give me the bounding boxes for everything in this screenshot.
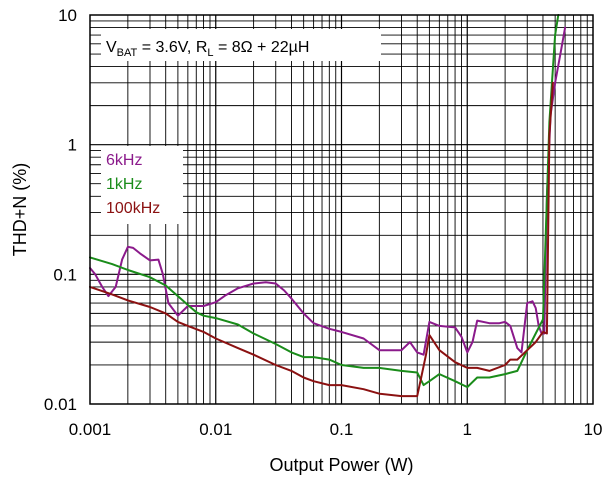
plot-frame — [89, 14, 594, 405]
y-tick-label: 1 — [68, 136, 77, 155]
y-tick-label: 0.1 — [53, 265, 77, 284]
series-lines — [89, 14, 567, 398]
conditions-text: VBAT = 3.6V, RL = 8Ω + 22µH — [106, 39, 309, 59]
annotation-v: V — [106, 39, 117, 56]
x-axis-label: Output Power (W) — [269, 455, 413, 475]
x-tick-label: 0.01 — [199, 420, 232, 439]
x-tick-label: 10 — [584, 420, 603, 439]
x-tick-label: 0.001 — [69, 420, 112, 439]
x-tick-label: 0.1 — [330, 420, 354, 439]
y-axis-label: THD+N (%) — [10, 163, 30, 257]
legend-entry-6khz: 6kHz — [106, 152, 142, 169]
y-tick-label: 10 — [58, 6, 77, 25]
annotation-sub-bat: BAT — [117, 47, 138, 59]
annotation-mid: = 3.6V, R — [137, 39, 207, 56]
legend: 6kHz 1kHz 100kHz — [101, 146, 183, 224]
conditions-annotation: VBAT = 3.6V, RL = 8Ω + 22µH — [101, 29, 381, 61]
x-tick-label: 1 — [463, 420, 472, 439]
annotation-suffix: = 8Ω + 22µH — [214, 39, 310, 56]
series-line-6khz — [89, 26, 567, 356]
tick-labels: 0.001 0.01 0.1 1 10 0.01 0.1 1 10 — [44, 6, 603, 439]
series-line-100khz — [89, 81, 554, 398]
annotation-sub-l: L — [207, 47, 213, 59]
legend-entry-100khz: 100kHz — [106, 200, 160, 217]
series-line-1khz — [89, 14, 560, 389]
annotation-background — [101, 29, 381, 61]
y-tick-label: 0.01 — [44, 395, 77, 414]
legend-background — [101, 146, 183, 224]
legend-entry-1khz: 1kHz — [106, 176, 142, 193]
